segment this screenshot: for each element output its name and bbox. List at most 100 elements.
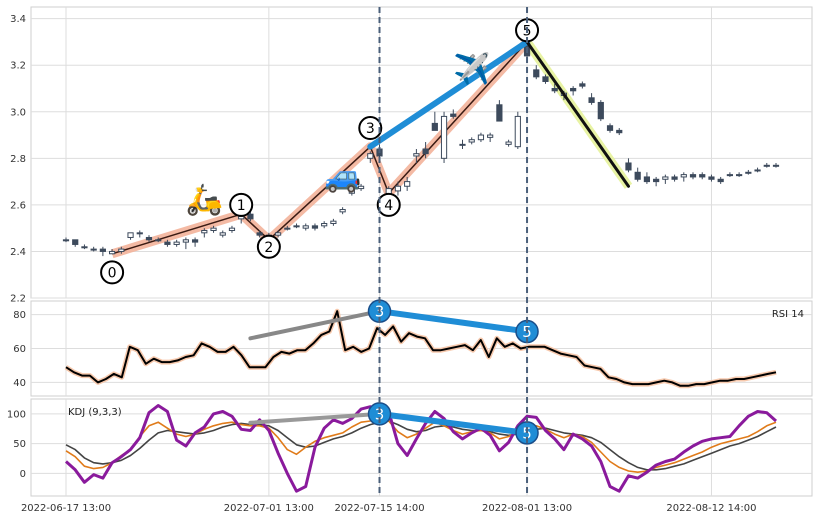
wave-label: 3 xyxy=(358,116,383,141)
candle xyxy=(219,230,226,238)
price-y-tick-label: 3.2 xyxy=(10,61,26,72)
candle xyxy=(109,249,116,255)
trend-segment xyxy=(367,38,531,150)
emoji-marker: 🛵 xyxy=(186,183,223,218)
candle xyxy=(450,109,457,119)
candle xyxy=(717,176,724,184)
x-tick-label: 2022-06-17 13:00 xyxy=(21,503,111,514)
candle xyxy=(736,172,743,177)
candle xyxy=(348,181,355,196)
candle xyxy=(136,230,143,238)
wave-label-text: 4 xyxy=(384,198,393,214)
candle xyxy=(459,139,466,150)
candle-body xyxy=(62,239,70,242)
candle-body xyxy=(717,178,724,183)
candle-body xyxy=(533,69,540,78)
candle-body xyxy=(616,129,623,134)
rsi-y-tick-label: 80 xyxy=(13,310,26,321)
candle-body xyxy=(680,174,687,178)
candle-body xyxy=(164,241,171,245)
candle xyxy=(201,228,208,238)
candle xyxy=(357,183,365,191)
candle xyxy=(191,237,199,247)
price-panel: 2.22.42.62.83.03.23.4🛵🚙✈️012345 xyxy=(10,6,813,305)
candle xyxy=(745,169,752,175)
kdj-y-tick-label: 0 xyxy=(20,469,26,480)
candle xyxy=(247,211,254,222)
candle-body xyxy=(634,171,641,180)
kdj-y-tick-label: 100 xyxy=(7,409,26,420)
rsi-divergence xyxy=(376,308,531,335)
wave-label-circle xyxy=(100,260,125,285)
kdj-y-tick-label: 50 xyxy=(13,439,26,450)
candle xyxy=(302,223,309,231)
candle xyxy=(228,225,236,233)
candle-body xyxy=(367,153,374,159)
candle-body xyxy=(505,141,512,145)
candle xyxy=(542,74,549,84)
candle xyxy=(330,218,337,226)
x-tick-label: 2022-07-15 14:00 xyxy=(334,503,424,514)
rsi-y-tick-label: 60 xyxy=(13,344,26,355)
candle xyxy=(284,225,291,231)
x-axis: 2022-06-17 13:00 2022-07-01 13:00 2022-07-… xyxy=(21,503,757,514)
wave-label-text: 1 xyxy=(237,198,246,214)
candle xyxy=(551,83,558,94)
wave-label: 4 xyxy=(376,192,401,217)
candle xyxy=(772,162,780,168)
candle-body xyxy=(81,246,88,249)
candle xyxy=(321,221,328,229)
candle xyxy=(274,230,282,238)
candle-body xyxy=(542,76,549,82)
candle xyxy=(606,123,614,133)
candle xyxy=(634,167,641,182)
rsi-label: RSI 14 xyxy=(772,309,804,320)
emoji-marker: 🚙 xyxy=(324,159,361,194)
candle-body xyxy=(763,164,770,167)
rsi-y-tick-label: 40 xyxy=(13,378,26,389)
candle-body xyxy=(219,232,226,236)
candle xyxy=(413,149,420,163)
candle xyxy=(754,167,761,173)
candle-body xyxy=(689,174,697,178)
price-y-tick-label: 2.6 xyxy=(10,200,26,211)
candle xyxy=(62,237,70,243)
price-y-tick-label: 3.0 xyxy=(10,107,26,118)
candle xyxy=(164,239,171,247)
candle-body xyxy=(256,232,263,236)
candle xyxy=(367,151,374,163)
candle xyxy=(422,142,429,159)
candle xyxy=(496,100,503,122)
emoji-marker: ✈️ xyxy=(453,50,490,87)
candle-body xyxy=(579,83,586,87)
candle xyxy=(726,172,733,177)
x-tick-label: 2022-08-12 14:00 xyxy=(666,503,756,514)
candle xyxy=(99,246,106,257)
candle-body xyxy=(228,227,236,231)
price-y-tick-label: 3.4 xyxy=(10,14,26,25)
candle-body xyxy=(745,171,752,174)
candle xyxy=(339,207,346,215)
candle-body xyxy=(625,162,632,171)
candle-body xyxy=(643,176,651,183)
candle xyxy=(81,244,88,250)
candle-body xyxy=(109,250,116,255)
candle-body xyxy=(173,241,180,245)
candle xyxy=(210,225,217,233)
kdj-j-line xyxy=(64,404,778,493)
candle xyxy=(570,86,577,96)
price-y-tick-label: 2.8 xyxy=(10,154,26,165)
rsi-panel: 40608035RSI 14 xyxy=(13,299,813,397)
candle xyxy=(643,172,651,184)
candle-body xyxy=(72,239,79,245)
candle-body xyxy=(459,143,466,146)
candle xyxy=(487,132,494,143)
candle-body xyxy=(136,232,143,235)
candle-body xyxy=(127,232,134,238)
candle xyxy=(468,137,475,145)
candle-body xyxy=(311,225,319,229)
candle-body xyxy=(597,101,604,120)
candle xyxy=(625,158,632,173)
trend-segment xyxy=(525,40,630,188)
